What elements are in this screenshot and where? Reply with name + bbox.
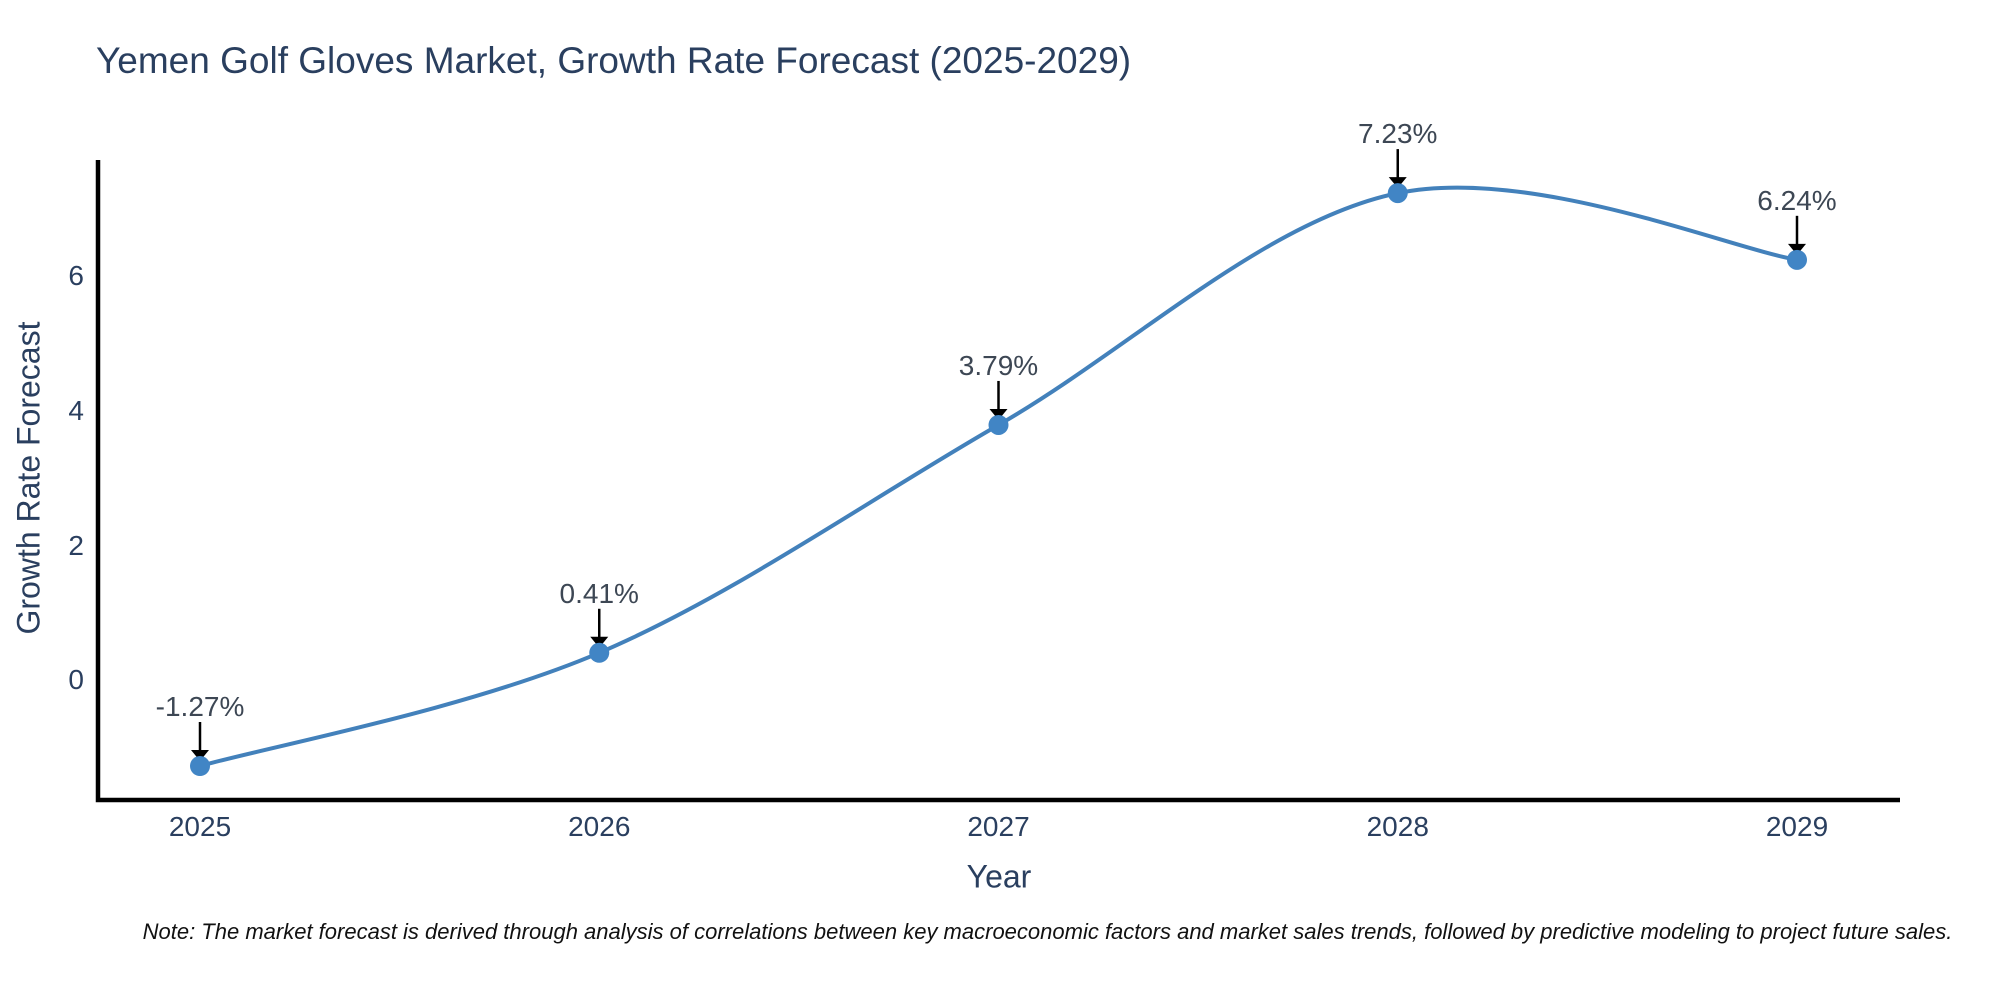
chart-title: Yemen Golf Gloves Market, Growth Rate Fo…: [96, 40, 1132, 81]
y-tick-label: 6: [68, 260, 84, 291]
y-axis-title: Growth Rate Forecast: [10, 321, 47, 635]
x-tick-label: 2027: [967, 811, 1030, 842]
y-tick-label: 0: [68, 664, 84, 696]
point-value-label: 3.79%: [958, 349, 1039, 381]
x-tick-label: 2026: [568, 811, 631, 842]
data-point-marker[interactable]: [1387, 183, 1408, 204]
data-point-marker[interactable]: [589, 642, 610, 663]
point-value-label: -1.27%: [155, 690, 245, 722]
footnote: Note: The market forecast is derived thr…: [142, 919, 1953, 944]
point-value-label: 7.23%: [1358, 118, 1438, 150]
point-value-label: 6.24%: [1757, 184, 1837, 216]
data-point-marker[interactable]: [1787, 249, 1807, 270]
data-point-marker[interactable]: [190, 755, 210, 776]
x-tick-label: 2025: [168, 811, 232, 842]
data-point-marker[interactable]: [988, 414, 1009, 435]
x-tick-label: 2028: [1366, 811, 1429, 842]
axis-lines: [95, 160, 1900, 803]
y-tick-label: 2: [68, 529, 84, 561]
x-axis-title: Year: [966, 858, 1032, 895]
point-value-label: 0.41%: [559, 577, 639, 609]
annotation-arrow-head: [1388, 177, 1407, 189]
annotation-arrow-head: [1788, 243, 1806, 255]
annotation-arrow-head: [989, 408, 1008, 420]
annotation-arrow-head: [590, 636, 609, 648]
y-tick-label: 4: [68, 394, 84, 426]
x-tick-label: 2029: [1765, 811, 1829, 842]
annotation-arrow-head: [191, 749, 209, 761]
forecast-line: [198, 185, 1799, 768]
